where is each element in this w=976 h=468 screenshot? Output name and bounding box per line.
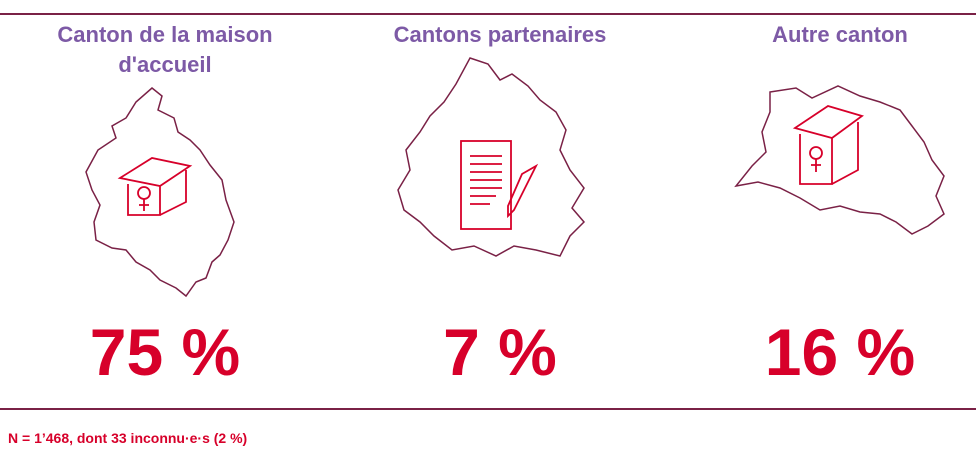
canton-map xyxy=(734,85,945,235)
percentage: 16 % xyxy=(764,315,916,389)
percentage: 75 % xyxy=(89,315,241,389)
canton-map xyxy=(397,57,586,257)
female-icon xyxy=(809,146,823,160)
house-icon xyxy=(792,105,864,185)
column-title: Cantons partenaires xyxy=(393,22,607,47)
document-icon xyxy=(460,140,512,230)
canton-map xyxy=(85,87,235,298)
female-icon xyxy=(139,199,149,211)
female-icon xyxy=(811,159,821,172)
footnote: N = 1’468, dont 33 inconnu·e·s (2 %) xyxy=(8,430,248,446)
percentage: 7 % xyxy=(443,315,557,389)
column-title: Autre canton xyxy=(772,22,908,47)
document-icon xyxy=(470,155,539,219)
female-icon xyxy=(137,186,151,200)
column-title: Canton de la maison d'accueil xyxy=(57,22,273,77)
house-icon xyxy=(117,157,193,216)
